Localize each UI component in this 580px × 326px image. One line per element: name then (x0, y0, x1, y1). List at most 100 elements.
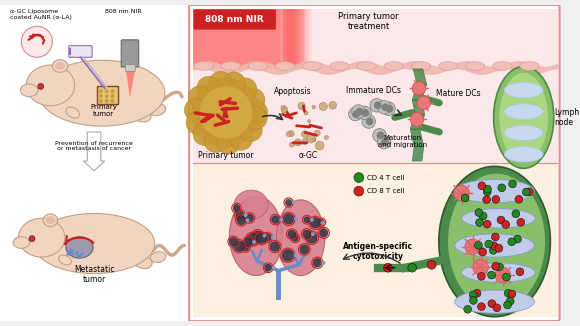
Circle shape (498, 184, 506, 192)
Text: Metastatic
tumor: Metastatic tumor (74, 265, 114, 284)
Circle shape (209, 71, 233, 95)
Text: α-GC Liposome
coated AuNR (α-LA): α-GC Liposome coated AuNR (α-LA) (10, 9, 71, 20)
Circle shape (271, 235, 275, 239)
Circle shape (314, 130, 320, 136)
Circle shape (495, 267, 510, 283)
Circle shape (356, 108, 363, 115)
Circle shape (253, 231, 263, 241)
Polygon shape (412, 84, 427, 100)
Ellipse shape (499, 73, 548, 162)
Ellipse shape (448, 174, 545, 309)
Circle shape (503, 301, 512, 309)
Circle shape (508, 238, 516, 246)
Circle shape (313, 259, 321, 267)
Circle shape (302, 131, 308, 137)
Polygon shape (413, 69, 427, 84)
Circle shape (474, 242, 483, 249)
Circle shape (509, 180, 516, 188)
Circle shape (310, 218, 314, 222)
Circle shape (192, 79, 260, 146)
FancyBboxPatch shape (121, 40, 139, 67)
Circle shape (516, 268, 524, 276)
Circle shape (204, 129, 227, 153)
Ellipse shape (455, 180, 534, 203)
Circle shape (234, 241, 244, 251)
Ellipse shape (46, 216, 55, 224)
Circle shape (479, 212, 487, 220)
Circle shape (492, 196, 500, 203)
Circle shape (316, 141, 324, 150)
Circle shape (377, 135, 391, 149)
Bar (292, 9, 303, 69)
Circle shape (264, 234, 271, 241)
Circle shape (490, 246, 497, 254)
Text: Primary tumor
treatment: Primary tumor treatment (338, 12, 399, 31)
Circle shape (483, 196, 491, 203)
Circle shape (270, 242, 280, 251)
Ellipse shape (276, 62, 295, 70)
Circle shape (184, 98, 208, 122)
Polygon shape (412, 100, 425, 114)
Circle shape (222, 72, 245, 95)
Circle shape (38, 83, 44, 89)
Circle shape (307, 120, 311, 123)
Circle shape (193, 122, 216, 145)
Circle shape (288, 130, 294, 137)
Circle shape (483, 188, 491, 196)
Circle shape (293, 253, 298, 257)
Circle shape (382, 102, 396, 116)
Circle shape (366, 118, 374, 126)
Circle shape (236, 211, 244, 219)
Circle shape (294, 217, 298, 221)
Bar (289, 9, 300, 69)
Ellipse shape (455, 234, 534, 257)
Circle shape (362, 109, 369, 117)
Ellipse shape (462, 263, 535, 282)
Circle shape (514, 235, 521, 243)
Ellipse shape (466, 62, 485, 70)
Circle shape (242, 88, 265, 111)
Polygon shape (412, 146, 424, 161)
Circle shape (488, 271, 495, 279)
Ellipse shape (504, 104, 543, 119)
Ellipse shape (19, 218, 65, 257)
Ellipse shape (330, 62, 349, 70)
Bar (286, 9, 298, 69)
Circle shape (512, 210, 520, 218)
Circle shape (502, 273, 510, 281)
FancyBboxPatch shape (126, 65, 135, 71)
Ellipse shape (26, 65, 75, 106)
Ellipse shape (234, 190, 268, 219)
Ellipse shape (439, 166, 550, 317)
Circle shape (242, 244, 249, 251)
Text: Prevention of recurrence
or metastasis of cancer: Prevention of recurrence or metastasis o… (55, 141, 133, 152)
Bar (283, 9, 295, 69)
Ellipse shape (20, 84, 38, 96)
Text: Antigen-specific
cytotoxicity: Antigen-specific cytotoxicity (343, 242, 414, 261)
Circle shape (271, 266, 275, 270)
Ellipse shape (462, 209, 535, 228)
Circle shape (351, 105, 365, 118)
Circle shape (104, 99, 109, 103)
Circle shape (477, 273, 485, 280)
Circle shape (313, 138, 316, 141)
Circle shape (110, 89, 115, 93)
Circle shape (244, 213, 248, 217)
Circle shape (502, 221, 510, 229)
Circle shape (312, 138, 316, 142)
Circle shape (319, 220, 324, 225)
FancyBboxPatch shape (189, 5, 560, 321)
Circle shape (304, 111, 308, 115)
Ellipse shape (148, 104, 166, 116)
Circle shape (104, 94, 109, 98)
Circle shape (263, 234, 266, 238)
Circle shape (483, 220, 491, 228)
Ellipse shape (133, 255, 152, 269)
Bar (295, 9, 306, 69)
Circle shape (110, 94, 115, 98)
Ellipse shape (438, 62, 458, 70)
Circle shape (265, 264, 271, 271)
Circle shape (329, 101, 336, 109)
Ellipse shape (130, 107, 151, 122)
Circle shape (29, 236, 35, 242)
